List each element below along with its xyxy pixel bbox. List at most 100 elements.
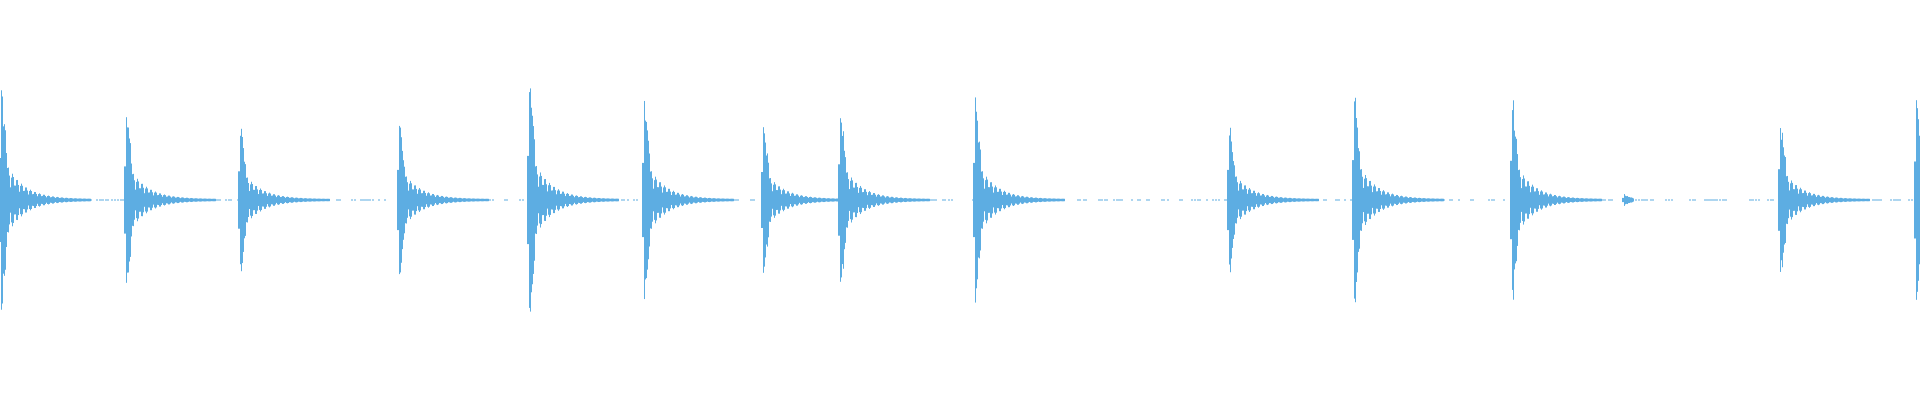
waveform-sample: [1437, 198, 1438, 202]
waveform-sample: [926, 198, 927, 202]
waveform-sample: [1432, 198, 1433, 202]
waveform-sample: [1055, 198, 1056, 202]
transient-15: [1914, 100, 1920, 300]
waveform-sample: [159, 193, 160, 207]
waveform-sample: [999, 188, 1000, 212]
waveform-sample: [761, 172, 762, 228]
waveform-sample: [779, 186, 780, 214]
waveform-sample: [71, 198, 72, 202]
waveform-sample: [441, 195, 442, 205]
baseline-segment: [1725, 199, 1727, 201]
waveform-sample: [281, 196, 282, 204]
waveform-sample: [598, 197, 599, 203]
waveform-sample: [679, 194, 680, 206]
waveform-sample: [1038, 198, 1039, 202]
waveform-sample: [854, 187, 855, 213]
waveform-sample: [399, 125, 400, 275]
waveform-sample: [1403, 197, 1404, 203]
waveform-sample: [790, 195, 791, 205]
waveform-sample: [22, 185, 23, 215]
waveform-sample: [1362, 176, 1363, 224]
waveform-sample: [1582, 198, 1583, 202]
waveform-sample: [1837, 197, 1838, 203]
waveform-sample: [304, 198, 305, 202]
waveform-sample: [588, 197, 589, 203]
waveform-sample: [1406, 196, 1407, 204]
waveform-sample: [1629, 197, 1630, 203]
waveform-sample: [1273, 196, 1274, 204]
waveform-sample: [1850, 198, 1851, 202]
waveform-sample: [913, 198, 914, 202]
baseline-segment: [378, 199, 380, 201]
waveform-sample: [543, 184, 544, 216]
waveform-sample: [318, 198, 319, 202]
waveform-sample: [1292, 198, 1293, 202]
waveform-sample: [1848, 198, 1849, 202]
waveform-sample: [808, 197, 809, 203]
baseline-segment: [1752, 199, 1754, 201]
waveform-sample: [715, 198, 716, 202]
waveform-sample: [1856, 198, 1857, 202]
baseline-segment: [948, 199, 950, 201]
waveform-sample: [182, 197, 183, 203]
waveform-sample: [1247, 193, 1248, 207]
waveform-sample: [55, 197, 56, 203]
waveform-sample: [767, 153, 768, 247]
waveform-sample: [781, 194, 782, 206]
waveform-sample: [831, 198, 832, 202]
waveform-sample: [264, 191, 265, 209]
waveform-sample: [1006, 194, 1007, 206]
waveform-sample: [1290, 197, 1291, 203]
waveform-sample: [172, 196, 173, 204]
waveform-sample: [1628, 196, 1629, 204]
waveform-sample: [141, 183, 142, 217]
waveform-sample: [1253, 190, 1254, 210]
waveform-sample: [149, 192, 150, 208]
waveform-sample: [287, 196, 288, 204]
waveform-sample: [1015, 196, 1016, 204]
waveform-sample: [79, 198, 80, 202]
waveform-sample: [1307, 198, 1308, 202]
waveform-sample: [717, 198, 718, 202]
baseline-segment: [336, 199, 340, 201]
waveform-sample: [1521, 188, 1522, 212]
waveform-sample: [586, 197, 587, 203]
waveform-sample: [924, 198, 925, 202]
waveform-sample: [1375, 186, 1376, 214]
waveform-sample: [276, 197, 277, 203]
waveform-sample: [804, 196, 805, 204]
waveform-sample: [5, 130, 6, 270]
waveform-sample: [78, 198, 79, 202]
waveform-sample: [1274, 197, 1275, 203]
waveform-sample: [299, 198, 300, 202]
waveform-sample: [558, 189, 559, 211]
waveform-sample: [1282, 197, 1283, 203]
waveform-sample: [551, 190, 552, 210]
waveform-sample: [8, 167, 9, 233]
waveform-sample: [404, 166, 405, 234]
waveform-sample: [266, 193, 267, 207]
waveform-sample: [1314, 198, 1315, 202]
waveform-sample: [603, 198, 604, 202]
waveform-sample: [1259, 193, 1260, 207]
waveform-sample: [423, 190, 424, 210]
waveform-sample: [1835, 197, 1836, 203]
waveform-sample: [419, 187, 420, 213]
waveform-sample: [605, 198, 606, 202]
waveform-sample: [721, 198, 722, 202]
waveform-sample: [1312, 198, 1313, 202]
waveform-sample: [468, 198, 469, 202]
waveform-sample: [1050, 198, 1051, 202]
waveform-sample: [28, 194, 29, 206]
waveform-sample: [307, 198, 308, 202]
waveform-sample: [285, 197, 286, 203]
waveform-sample: [444, 197, 445, 203]
waveform-sample: [988, 187, 989, 213]
waveform-sample: [1842, 198, 1843, 202]
waveform-sample: [683, 194, 684, 206]
waveform-sample: [1379, 188, 1380, 212]
waveform-sample: [289, 197, 290, 203]
waveform-sample: [1036, 197, 1037, 203]
waveform-sample: [273, 194, 274, 206]
waveform-sample: [30, 189, 31, 211]
